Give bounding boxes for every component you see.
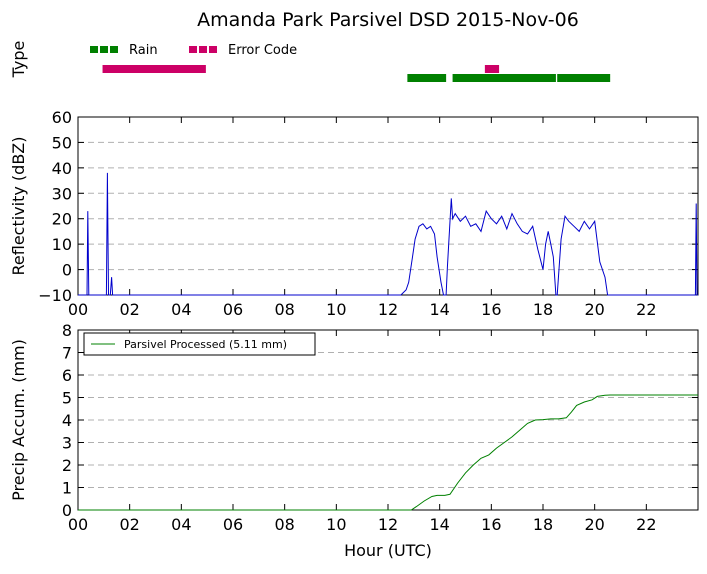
type-panel: Type Rain Error Code <box>9 41 611 82</box>
x-tick-label: 18 <box>533 515 553 534</box>
legend-swatch <box>209 46 217 53</box>
x-tick-label: 14 <box>429 300 449 319</box>
x-tick-label: 06 <box>223 515 243 534</box>
y-tick-label: 20 <box>52 210 72 229</box>
reflectivity-panel: −10 0 10 20 30 40 50 60 00 02 04 06 08 10 12 14 16 18 20 22… <box>9 108 699 319</box>
y-tick-label: 0 <box>62 261 72 280</box>
error-interval-bar <box>484 65 500 73</box>
x-tick-label: 04 <box>171 515 191 534</box>
rain-interval-bar <box>452 74 556 82</box>
legend: Parsivel Processed (5.11 mm) <box>83 332 316 356</box>
x-tick-label: 02 <box>119 515 139 534</box>
y-tick-label: 3 <box>62 434 72 453</box>
y-tick-label: 1 <box>62 479 72 498</box>
x-axis-label: Hour (UTC) <box>344 541 432 560</box>
x-tick-label: 08 <box>274 300 294 319</box>
legend-swatch <box>189 46 197 53</box>
x-tick-label: 08 <box>274 515 294 534</box>
legend-label: Error Code <box>228 43 297 58</box>
error-interval-bar <box>102 65 206 73</box>
y-tick-label: 10 <box>52 235 72 254</box>
y-tick-label: 2 <box>62 456 72 475</box>
y-axis-label: Precip Accum. (mm) <box>9 339 28 501</box>
x-tick-label: 22 <box>636 300 656 319</box>
legend-item: Rain <box>90 43 158 58</box>
y-tick-label: 50 <box>52 133 72 152</box>
legend-label: Parsivel Processed (5.11 mm) <box>124 338 287 351</box>
x-tick-label: 16 <box>481 515 501 534</box>
type-axis-label: Type <box>9 41 28 79</box>
x-tick-label: 22 <box>636 515 656 534</box>
y-tick-label: 7 <box>62 344 72 363</box>
y-tick-label: 5 <box>62 389 72 408</box>
x-tick-label: 00 <box>68 300 88 319</box>
legend-swatch <box>100 46 108 53</box>
rain-interval-bar <box>407 74 447 82</box>
legend-label: Rain <box>129 43 158 58</box>
legend-item: Error Code <box>189 43 297 58</box>
x-tick-label: 20 <box>584 515 604 534</box>
chart-title: Amanda Park Parsivel DSD 2015-Nov-06 <box>197 9 579 31</box>
x-tick-label: 12 <box>378 300 398 319</box>
y-tick-label: 40 <box>52 159 72 178</box>
x-tick-label: 06 <box>223 300 243 319</box>
x-tick-label: 18 <box>533 300 553 319</box>
y-tick-label: 60 <box>52 108 72 127</box>
y-tick-label: 30 <box>52 184 72 203</box>
y-tick-label: −10 <box>38 286 72 305</box>
x-tick-label: 14 <box>429 515 449 534</box>
rain-interval-bar <box>557 74 611 82</box>
x-tick-label: 04 <box>171 300 191 319</box>
y-tick-label: 6 <box>62 366 72 385</box>
x-tick-label: 16 <box>481 300 501 319</box>
x-tick-label: 20 <box>584 300 604 319</box>
x-tick-label: 10 <box>326 515 346 534</box>
plot-frame <box>77 116 699 296</box>
y-tick-label: 4 <box>62 411 72 430</box>
x-tick-label: 12 <box>378 515 398 534</box>
x-tick-label: 02 <box>119 300 139 319</box>
legend-box <box>83 332 316 356</box>
legend-swatch <box>199 46 207 53</box>
series-line <box>78 394 698 511</box>
x-tick-label: 10 <box>326 300 346 319</box>
y-tick-label: 0 <box>62 501 72 520</box>
series-line <box>78 172 698 296</box>
y-tick-label: 8 <box>62 321 72 340</box>
legend-swatch <box>90 46 98 53</box>
y-axis-label: Reflectivity (dBZ) <box>9 137 28 276</box>
legend-swatch <box>110 46 118 53</box>
x-tick-label: 00 <box>68 515 88 534</box>
